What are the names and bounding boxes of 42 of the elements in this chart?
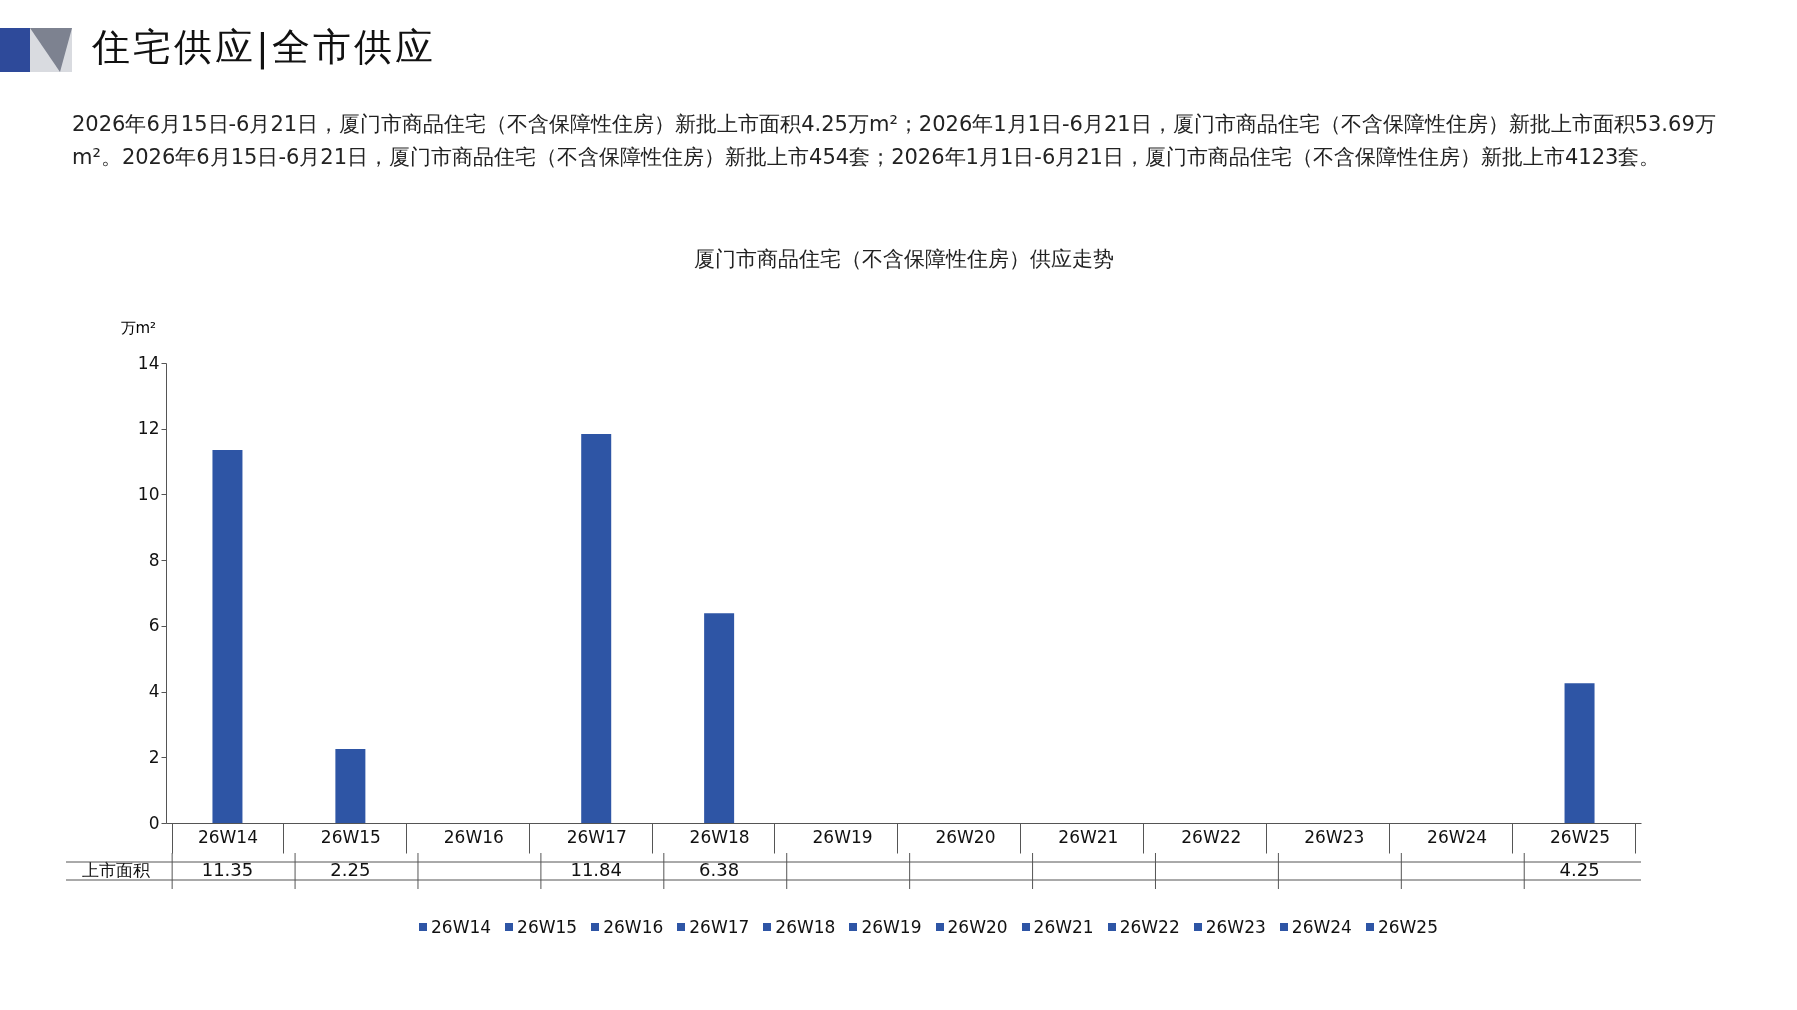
data-label: 6.38 — [699, 859, 740, 880]
y-tick-label: 10 — [137, 483, 160, 504]
category-label: 26W16 — [603, 917, 664, 937]
category-label: 26W21 — [1033, 917, 1094, 937]
y-tick-label: 6 — [148, 615, 160, 636]
text: 2026年6月15日-6月21日，厦门市商品住宅（不含保障性住房）新批上市面积4.25万m²；2026年1月1日-6月21日，厦门市商品住宅（不含保障性住房）新批上市面积53.69万m²。2026年6月15日-6月21日，厦门市商品住宅（不含保障性住房）新批上市454套；2026年1月1日-6月21日，厦门市商品住宅（不含保障性住房）新批上市4123套。 — [72, 111, 1717, 171]
x-tick-label: 26W20 — [935, 826, 996, 847]
y-tick-label: 2 — [148, 746, 160, 767]
data-label: 11.35 — [201, 859, 254, 880]
data-label: 11.84 — [570, 859, 622, 880]
category-label: 26W24 — [1291, 917, 1352, 937]
x-tick-label: 26W18 — [689, 826, 750, 847]
x-tick-label: 26W24 — [1427, 826, 1488, 847]
x-tick-label: 26W14 — [197, 826, 258, 847]
text: 上市面积 — [82, 860, 150, 880]
x-tick-label: 26W17 — [566, 826, 627, 847]
y-tick-label: 0 — [148, 812, 160, 833]
data-label: 4.25 — [1559, 859, 1600, 880]
y-axis-title: 万m² — [120, 318, 157, 337]
text: 住宅供应|全市供应 — [92, 24, 436, 72]
category-label: 26W23 — [1205, 917, 1266, 937]
x-tick-label: 26W19 — [812, 826, 873, 847]
category-label: 26W19 — [861, 917, 922, 937]
x-tick-label: 26W15 — [320, 826, 381, 847]
category-label: 26W20 — [947, 917, 1008, 937]
x-tick-label: 26W25 — [1550, 826, 1611, 847]
category-label: 26W25 — [1377, 917, 1438, 937]
chart-title: 厦门市商品住宅（不含保障性住房）供应走势 — [693, 247, 1114, 271]
x-tick-label: 26W23 — [1304, 826, 1365, 847]
category-label: 26W17 — [689, 917, 750, 937]
data-label: 2.25 — [330, 859, 371, 880]
y-tick-label: 4 — [148, 681, 160, 702]
x-tick-label: 26W21 — [1058, 826, 1119, 847]
x-tick-label: 26W22 — [1181, 826, 1242, 847]
category-label: 26W14 — [431, 917, 492, 937]
x-tick-label: 26W16 — [443, 826, 504, 847]
category-label: 26W15 — [517, 917, 578, 937]
y-tick-label: 8 — [148, 549, 160, 570]
y-tick-label: 14 — [137, 352, 160, 373]
category-label: 26W18 — [775, 917, 836, 937]
category-label: 26W22 — [1119, 917, 1180, 937]
y-tick-label: 12 — [137, 418, 160, 439]
